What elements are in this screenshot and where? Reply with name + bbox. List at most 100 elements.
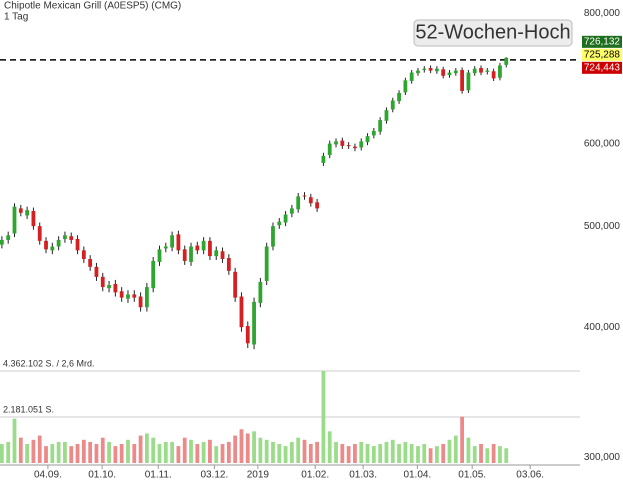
volume-bar xyxy=(353,444,357,463)
candle-body xyxy=(81,250,86,259)
y-tick-label: 400,000 xyxy=(584,322,621,333)
candle-body xyxy=(69,236,74,240)
y-tick-label: 600,000 xyxy=(584,138,621,149)
x-tick-label: 03.12. xyxy=(200,470,228,481)
candle-body xyxy=(182,249,187,261)
candle-body xyxy=(302,195,307,197)
candle-body xyxy=(346,145,351,147)
candle-body xyxy=(308,197,313,204)
volume-bar xyxy=(69,446,74,463)
price-label-box xyxy=(582,35,622,48)
volume-bar xyxy=(409,444,414,463)
candle-body xyxy=(107,285,111,289)
volume-bar xyxy=(371,446,376,463)
candle-body xyxy=(245,326,250,344)
candle-body xyxy=(460,69,464,91)
volume-bar xyxy=(0,444,4,463)
candle-body xyxy=(264,246,269,281)
candle-body xyxy=(119,291,124,298)
candle-body xyxy=(409,72,414,81)
candle-body xyxy=(428,68,433,71)
volume-tick-label: 4.362.102 S. / 2,6 Mrd. xyxy=(3,358,95,368)
candle-body xyxy=(403,80,408,93)
candle-body xyxy=(31,211,36,227)
price-label: 724,443 xyxy=(584,62,621,73)
candle-body xyxy=(226,258,231,271)
volume-bar xyxy=(226,441,231,463)
volume-bar xyxy=(466,437,471,463)
volume-bar xyxy=(214,446,219,463)
candle-body xyxy=(12,206,17,234)
volume-bar xyxy=(63,441,67,463)
candle-body xyxy=(453,70,458,74)
candle-body xyxy=(25,210,29,216)
volume-bar xyxy=(245,433,250,463)
volume-bar xyxy=(460,416,464,463)
candle-body xyxy=(195,245,200,251)
volume-bar xyxy=(397,444,401,463)
annotation-box xyxy=(413,19,573,47)
candle-body xyxy=(201,240,206,251)
volume-bar xyxy=(145,433,149,463)
volume-bar xyxy=(340,444,345,463)
candle-body xyxy=(359,141,364,148)
x-tick-label: 01.02. xyxy=(301,470,329,481)
candle-body xyxy=(296,196,301,210)
volume-bar xyxy=(472,446,477,463)
volume-bar xyxy=(403,441,408,463)
price-label-box xyxy=(582,48,622,61)
volume-bar xyxy=(176,446,181,463)
volume-bar xyxy=(163,441,168,463)
price-label-box xyxy=(582,61,622,74)
x-tick-label: 01.11. xyxy=(145,470,172,481)
candle-body xyxy=(371,130,376,136)
candle-body xyxy=(485,70,490,72)
candle-body xyxy=(75,239,80,251)
candle-body xyxy=(56,239,61,247)
candle-body xyxy=(88,258,93,267)
volume-bar xyxy=(252,431,256,463)
candle-body xyxy=(113,284,118,293)
volume-bar xyxy=(384,441,389,463)
candle-body xyxy=(132,294,137,298)
volume-bar xyxy=(81,439,86,463)
candle-body xyxy=(271,226,275,247)
annotation: 52-Wochen-Hoch xyxy=(415,21,570,43)
volume-bar xyxy=(126,439,130,463)
volume-bar xyxy=(94,444,99,463)
volume-bar xyxy=(346,446,351,463)
candle-body xyxy=(157,249,162,262)
volume-bar xyxy=(201,441,206,463)
chart-subtitle: 1 Tag xyxy=(4,12,28,23)
candle-body xyxy=(100,276,105,288)
candle-body xyxy=(258,281,263,303)
candle-body xyxy=(441,69,446,76)
y-tick-label: 300,000 xyxy=(584,452,621,463)
candle-body xyxy=(472,68,477,74)
volume-bar xyxy=(327,431,332,463)
candle-body xyxy=(170,235,174,248)
volume-bar xyxy=(182,437,187,463)
x-tick-label: 2019 xyxy=(247,470,270,481)
volume-bar xyxy=(498,446,502,463)
candle-body xyxy=(145,287,149,308)
candle-body xyxy=(491,71,496,79)
volume-bar xyxy=(290,441,294,463)
candle-body xyxy=(176,234,181,251)
candle-body xyxy=(327,143,332,156)
price-label: 726,132 xyxy=(584,36,621,47)
candle-body xyxy=(447,72,452,76)
volume-bar xyxy=(359,441,364,463)
volume-bar xyxy=(25,444,29,463)
volume-bar xyxy=(491,444,496,463)
volume-bar xyxy=(271,441,275,463)
volume-bar xyxy=(189,439,193,463)
candle-body xyxy=(138,296,143,308)
volume-bar xyxy=(195,444,200,463)
volume-bar xyxy=(428,448,433,463)
volume-bar xyxy=(170,441,174,463)
candle-body xyxy=(63,235,67,240)
candle-body xyxy=(6,235,11,240)
candle-body xyxy=(384,110,389,121)
